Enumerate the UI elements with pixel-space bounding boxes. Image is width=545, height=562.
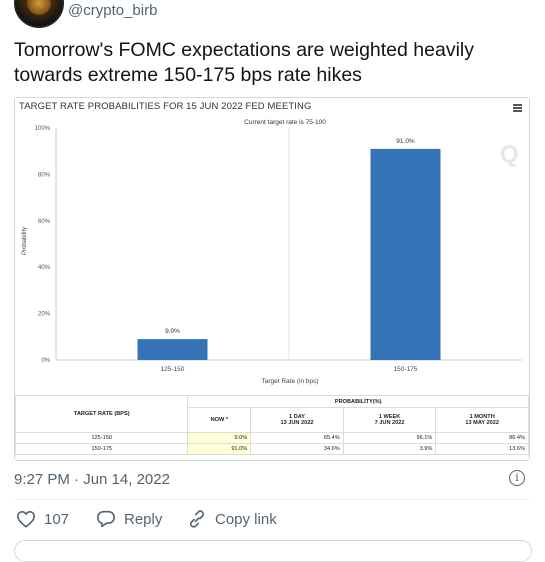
info-icon[interactable]: i xyxy=(509,470,525,486)
row-target: 150-175 xyxy=(15,443,189,455)
tweet-actions: 107 Reply Copy link xyxy=(14,510,534,532)
x-tick-label: 150-175 xyxy=(394,366,418,373)
col-header-1-month: 1 MONTH 13 MAY 2022 xyxy=(435,407,529,433)
cell-1-month: 86.4% xyxy=(435,432,529,444)
col-header-1-day: 1 DAY 13 JUN 2022 xyxy=(250,407,344,433)
y-tick-label: 60% xyxy=(38,219,51,225)
y-tick-label: 80% xyxy=(38,172,51,178)
table-row: 150-175 91.0% 34.6% 3.9% 13.6% xyxy=(15,443,529,455)
cell-now: 9.0% xyxy=(187,432,252,444)
bar xyxy=(137,339,208,360)
reply-label: Reply xyxy=(124,510,163,528)
cell-now: 91.0% xyxy=(187,443,252,455)
copy-link-label: Copy link xyxy=(215,510,277,528)
cell-1-week: 3.9% xyxy=(342,443,437,455)
cell-1-month: 13.6% xyxy=(435,443,529,455)
col-header-1-week: 1 WEEK 7 JUN 2022 xyxy=(342,407,437,433)
data-label: 91.0% xyxy=(396,138,415,145)
table-row: 125-150 9.0% 65.4% 96.1% 86.4% xyxy=(15,432,529,444)
target-rate-header: TARGET RATE (BPS) xyxy=(15,395,189,433)
chart-card: TARGET RATE PROBABILITIES FOR 15 JUN 202… xyxy=(14,97,530,461)
tweet-timestamp[interactable]: 9:27 PM · Jun 14, 2022 xyxy=(14,471,170,488)
data-label: 9.0% xyxy=(165,328,180,335)
menu-icon[interactable] xyxy=(513,104,522,112)
y-tick-label: 20% xyxy=(38,312,51,318)
watermark-q: Q xyxy=(500,141,519,168)
like-button[interactable]: 107 xyxy=(16,510,69,528)
row-target: 125-150 xyxy=(15,432,189,444)
probability-table: TARGET RATE (BPS) PROBABILITY(%) NOW * 1… xyxy=(15,395,529,460)
col-header-now: NOW * xyxy=(187,407,252,433)
y-tick-label: 100% xyxy=(35,126,51,132)
probability-header: PROBABILITY(%) xyxy=(187,395,529,408)
avatar-image xyxy=(27,0,51,15)
user-handle[interactable]: @crypto_birb xyxy=(68,2,158,19)
reply-icon xyxy=(97,510,115,528)
heart-icon xyxy=(16,510,36,528)
bar-chart: Current target rate is 75-100 Probabilit… xyxy=(22,119,522,385)
copy-link-button[interactable]: Copy link xyxy=(187,510,277,528)
x-axis-label: Target Rate (in bps) xyxy=(261,378,318,385)
divider xyxy=(14,499,530,500)
cell-1-day: 65.4% xyxy=(250,432,344,444)
x-tick-label: 125-150 xyxy=(161,366,185,373)
y-axis-label: Probability xyxy=(22,227,28,255)
reply-button[interactable]: Reply xyxy=(96,510,162,528)
chart-title: TARGET RATE PROBABILITIES FOR 15 JUN 202… xyxy=(19,101,312,112)
link-icon xyxy=(189,510,205,528)
cell-1-day: 34.6% xyxy=(250,443,344,455)
tweet-text: Tomorrow's FOMC expectations are weighte… xyxy=(14,39,474,86)
plot-area: 0% 20% 40% 60% 80% 100% 9.0% 125-150 91.0% 150-17… xyxy=(35,126,522,373)
avatar[interactable] xyxy=(14,0,64,28)
cell-1-week: 96.1% xyxy=(342,432,437,444)
tweet-header: @crypto_birb xyxy=(0,0,545,30)
y-tick-label: 40% xyxy=(38,265,51,271)
bar xyxy=(370,148,441,360)
y-tick-label: 0% xyxy=(41,358,50,364)
reply-box[interactable] xyxy=(14,540,532,562)
chart-subtitle: Current target rate is 75-100 xyxy=(244,119,326,126)
like-count: 107 xyxy=(44,510,70,528)
